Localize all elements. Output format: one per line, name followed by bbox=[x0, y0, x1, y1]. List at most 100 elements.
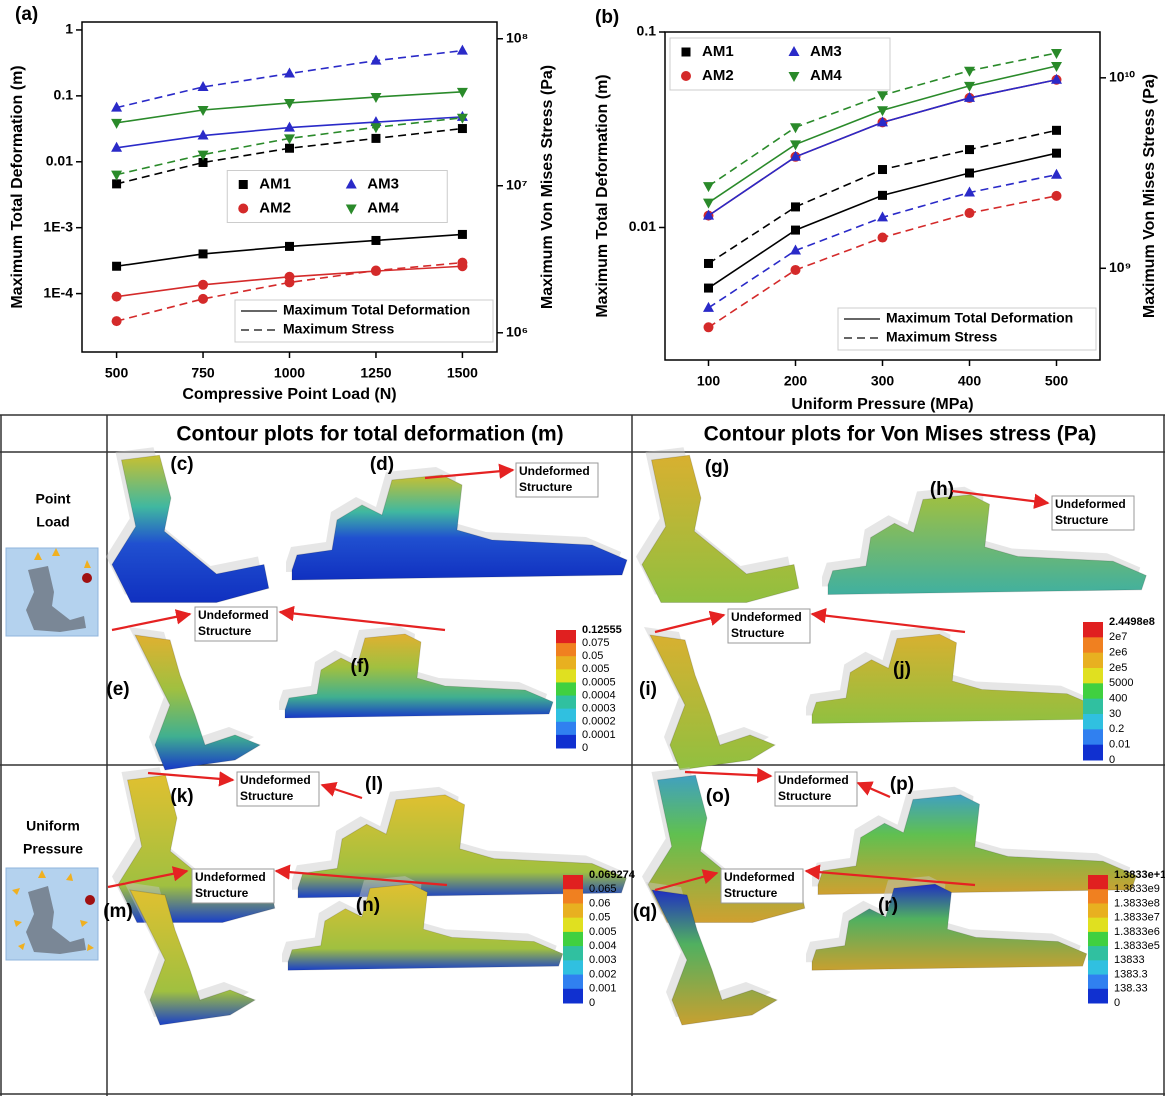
marker bbox=[1051, 62, 1062, 73]
marker bbox=[1051, 190, 1062, 201]
colorbar-band bbox=[1083, 744, 1103, 761]
colorbar-label: 0 bbox=[1109, 754, 1115, 766]
panel-label: (c) bbox=[170, 454, 193, 475]
colorbar-band bbox=[556, 630, 576, 644]
colorbar-band bbox=[556, 734, 576, 749]
marker bbox=[112, 179, 122, 189]
colorbar-label: 0.12555 bbox=[582, 624, 622, 636]
colorbar-band bbox=[1083, 729, 1103, 746]
marker bbox=[285, 241, 294, 251]
marker bbox=[456, 113, 468, 124]
colorbar-band bbox=[1088, 960, 1108, 976]
y-tick-label: 0.1 bbox=[637, 23, 657, 39]
contour-body bbox=[284, 633, 554, 719]
marker bbox=[790, 150, 801, 161]
marker bbox=[790, 140, 801, 151]
y2-tick-label: 10⁸ bbox=[506, 29, 528, 45]
marker bbox=[877, 106, 888, 117]
marker bbox=[877, 116, 888, 127]
annotation-text: Undeformed bbox=[198, 608, 269, 622]
colorbar-band bbox=[1088, 946, 1108, 961]
colorbar-label: 0.0003 bbox=[582, 703, 616, 715]
marker bbox=[964, 81, 975, 92]
marker bbox=[704, 283, 713, 293]
row-label: Uniform bbox=[26, 818, 80, 834]
colorbar-label: 0.005 bbox=[589, 926, 617, 938]
legend-label: AM3 bbox=[810, 43, 842, 60]
colorbar-label: 30 bbox=[1109, 708, 1121, 720]
x-tick-label: 200 bbox=[784, 373, 808, 389]
annotation-box bbox=[236, 771, 320, 807]
marker bbox=[197, 150, 209, 161]
marker bbox=[788, 72, 800, 82]
colorbar-label: 0.065 bbox=[589, 883, 617, 895]
arrow bbox=[274, 864, 448, 887]
arrow bbox=[320, 781, 363, 800]
y-axis-title: Maximum Total Deformation (m) bbox=[594, 74, 611, 317]
annotation-text: Undeformed bbox=[1055, 497, 1126, 511]
arrow bbox=[654, 869, 719, 892]
annotation-box bbox=[1051, 495, 1135, 531]
arrow bbox=[147, 771, 235, 787]
colorbar-band bbox=[1083, 652, 1103, 669]
series-line bbox=[116, 261, 463, 322]
arrow bbox=[424, 463, 515, 480]
marker bbox=[791, 202, 800, 212]
marker bbox=[965, 145, 974, 155]
marker bbox=[371, 235, 381, 245]
contour-body bbox=[291, 474, 628, 581]
y2-tick-label: 10⁹ bbox=[1109, 259, 1131, 275]
colorbar-label: 2e6 bbox=[1109, 647, 1127, 659]
y-tick-label: 0.01 bbox=[46, 152, 73, 168]
marker bbox=[370, 123, 382, 134]
marker bbox=[284, 67, 295, 78]
marker bbox=[877, 211, 888, 222]
arrow bbox=[654, 610, 726, 634]
pressure-icon bbox=[5, 867, 99, 961]
annotation-text: Structure bbox=[731, 626, 785, 640]
annotation-box bbox=[515, 462, 599, 498]
colorbar-band bbox=[1088, 974, 1108, 990]
x-tick-label: 500 bbox=[1045, 373, 1069, 389]
column-title: Contour plots for Von Mises stress (Pa) bbox=[704, 423, 1097, 446]
colorbar-label: 0.003 bbox=[589, 954, 617, 966]
y-tick-label: 1E-3 bbox=[43, 218, 73, 234]
marker bbox=[111, 118, 123, 129]
y2-axis-title: Maximum Von Mises Stress (Pa) bbox=[1141, 74, 1158, 318]
colorbar-band bbox=[1083, 668, 1103, 684]
marker bbox=[111, 101, 123, 112]
row-label: Load bbox=[36, 514, 69, 530]
arrow bbox=[810, 607, 966, 634]
marker bbox=[790, 123, 801, 134]
annotation-text: Structure bbox=[1055, 513, 1109, 527]
marker bbox=[198, 249, 208, 259]
colorbar-band bbox=[1088, 875, 1108, 890]
arrow bbox=[111, 609, 192, 632]
marker bbox=[1051, 168, 1062, 179]
annotation-text: Structure bbox=[724, 886, 778, 900]
colorbar-label: 0.01 bbox=[1109, 739, 1130, 751]
colorbar-label: 0.004 bbox=[589, 940, 617, 952]
arrow bbox=[107, 866, 189, 889]
line-legend-box bbox=[234, 299, 494, 343]
marker bbox=[111, 291, 122, 302]
colorbar-label: 0.06 bbox=[589, 897, 610, 909]
contour-body bbox=[827, 494, 1147, 595]
colorbar-label: 0.2 bbox=[1109, 723, 1124, 735]
legend-label: AM2 bbox=[702, 67, 734, 84]
x-tick-label: 1000 bbox=[274, 365, 305, 381]
colorbar-band bbox=[1083, 622, 1103, 638]
panel-label: (o) bbox=[706, 786, 730, 807]
contour-body bbox=[287, 883, 564, 971]
colorbar-label: 1.3833e7 bbox=[1114, 912, 1160, 924]
marker bbox=[198, 157, 208, 167]
panel-label: (p) bbox=[890, 774, 914, 795]
contour-body bbox=[111, 454, 270, 603]
panel-label: (i) bbox=[639, 679, 657, 700]
annotation-box bbox=[774, 771, 858, 807]
colorbar-band bbox=[556, 669, 576, 683]
marker bbox=[112, 261, 122, 271]
colorbar-label: 0.0002 bbox=[582, 716, 616, 728]
marker bbox=[456, 87, 468, 98]
